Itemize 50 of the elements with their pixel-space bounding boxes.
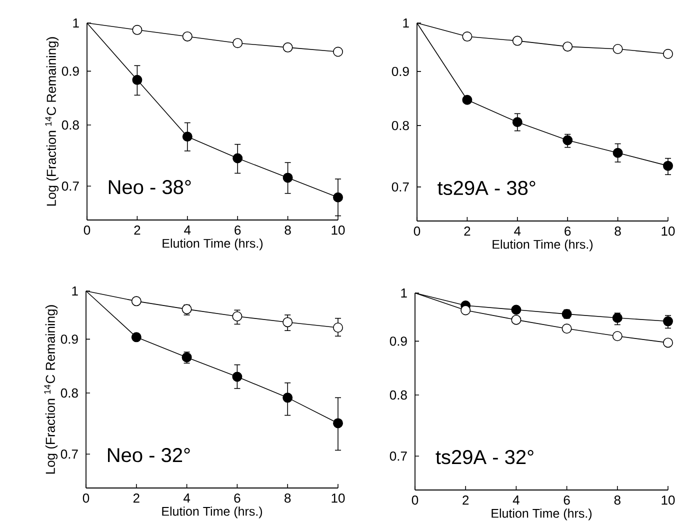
x-tick-label: 10 [332,226,345,235]
y-axis-title: Log (Fraction $^{14}$C Remaining) [44,305,58,474]
y-tick-label: 0.8 [62,120,79,130]
x-axis-title: Elution Time (hrs.) [492,508,592,520]
x-tick-label: 8 [614,226,621,236]
y-tick-label: 0.9 [60,334,78,344]
y-tick-label: 1 [401,288,407,298]
y-tick-label: 0.9 [392,66,409,76]
y-tick-label: 0.7 [62,182,79,191]
annotation: Neo - 38° [108,180,191,194]
x-tick-label: 4 [512,496,520,504]
annotation: ts29A - 38° [438,180,536,196]
x-tick-label: 8 [284,494,291,503]
y-tick-label: 0.7 [390,452,407,461]
x-tick-label: 8 [614,496,620,505]
y-tick-label: 0.7 [60,450,78,459]
y-tick-label: 0.9 [390,336,407,346]
annotation: ts29A - 32° [436,450,534,464]
x-tick-label: 10 [332,494,345,503]
x-tick-label: 2 [134,226,140,235]
y-axis-title: Log (Fraction $^{14}$C Remaining) [45,37,59,206]
x-tick-label: 0 [414,226,420,236]
x-axis-title: Elution Time (hrs.) [492,240,593,252]
y-tick-label: 0.8 [392,120,409,130]
x-tick-label: 6 [564,496,570,505]
y-tick-label: 0.8 [60,388,78,398]
x-tick-label: 0 [84,226,90,235]
x-tick-label: 0 [412,496,418,505]
x-tick-label: 2 [133,494,140,503]
x-tick-label: 10 [662,496,675,505]
y-tick-label: 0.9 [62,66,79,76]
x-tick-label: 6 [234,226,241,235]
annotation: Neo - 32° [108,448,190,462]
y-tick-label: 0.8 [390,390,407,400]
y-tick-label: 1 [73,18,79,28]
x-axis-title: Elution Time (hrs.) [162,506,262,518]
x-tick-label: 6 [234,494,240,503]
x-tick-label: 6 [564,226,571,236]
y-tick-label: 1 [403,18,409,28]
y-tick-label: 1 [72,286,78,296]
x-tick-label: 4 [183,494,190,502]
x-tick-label: 2 [464,226,470,236]
x-tick-label: 10 [662,226,675,236]
x-tick-label: 8 [284,226,291,235]
x-tick-label: 4 [184,226,191,234]
x-axis-title: Elution Time (hrs.) [162,238,263,250]
x-tick-label: 4 [514,226,521,236]
y-tick-label: 0.7 [392,182,409,192]
x-tick-label: 0 [82,494,90,503]
x-tick-label: 2 [462,496,469,505]
